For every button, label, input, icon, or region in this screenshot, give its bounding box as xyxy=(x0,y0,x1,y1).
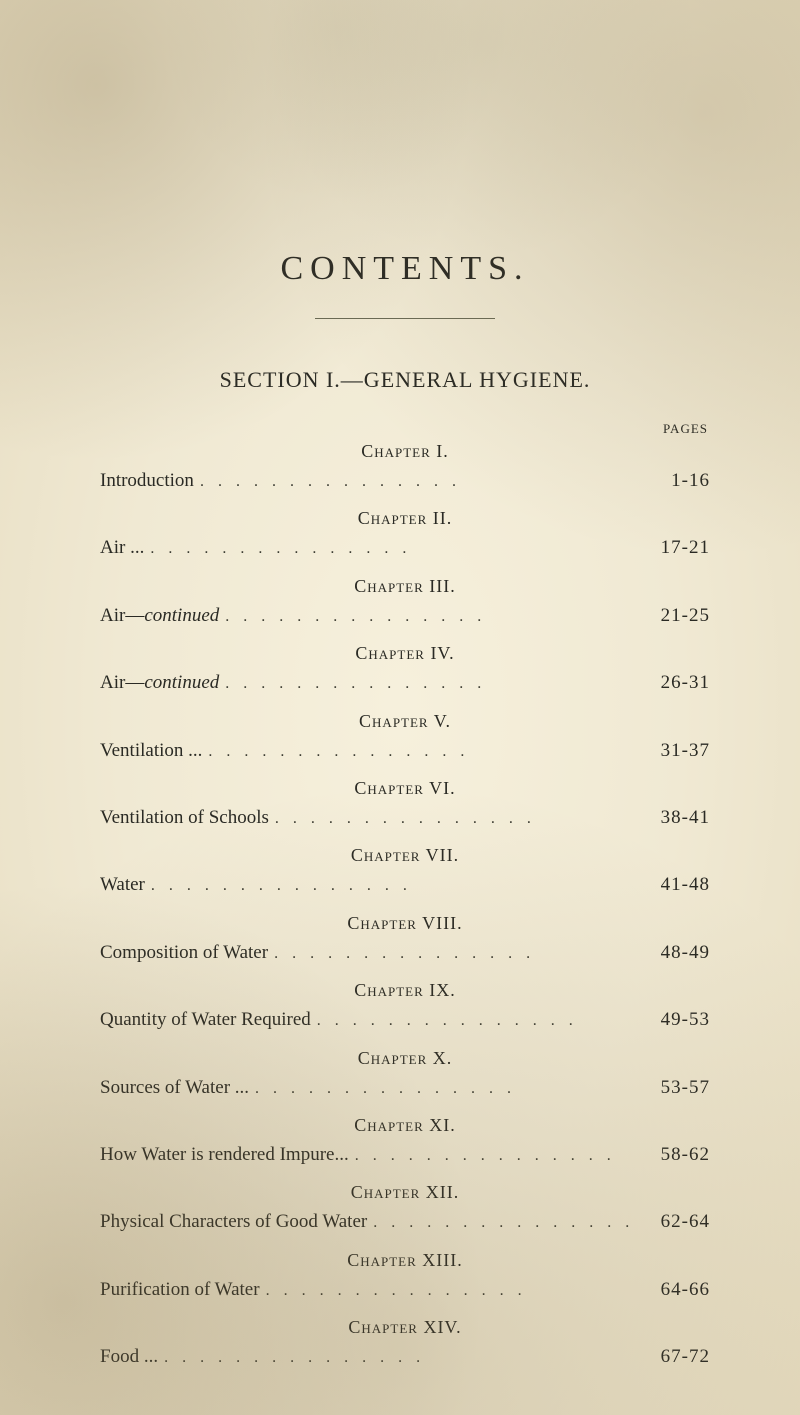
leader-dots: ............... xyxy=(311,1008,640,1034)
toc-entry: How Water is rendered Impure............… xyxy=(100,1140,710,1170)
entry-pages: 21-25 xyxy=(640,601,710,631)
page-title: CONTENTS. xyxy=(100,250,710,288)
entry-pages: 31-37 xyxy=(640,736,710,766)
leader-dots: ............... xyxy=(268,941,640,967)
leader-dots: ............... xyxy=(349,1143,640,1169)
toc-entry: Purification of Water...............64-6… xyxy=(100,1275,710,1305)
chapter-heading: Chapter X. xyxy=(100,1048,710,1069)
toc-entry: Ventilation ..................31-37 xyxy=(100,736,710,766)
toc-entry: Air—continued...............26-31 xyxy=(100,668,710,698)
toc-entry: Introduction...............1-16 xyxy=(100,466,710,496)
entry-pages: 41-48 xyxy=(640,870,710,900)
chapter-heading: Chapter XII. xyxy=(100,1182,710,1203)
leader-dots: ............... xyxy=(144,536,640,562)
page: CONTENTS. SECTION I.—GENERAL HYGIENE. PA… xyxy=(0,0,800,1415)
entry-topic: Ventilation ... xyxy=(100,736,202,766)
leader-dots: ............... xyxy=(260,1278,640,1304)
entry-pages: 58-62 xyxy=(640,1140,710,1170)
toc-entry: Food ..................67-72 xyxy=(100,1342,710,1372)
chapter-heading: Chapter VII. xyxy=(100,845,710,866)
toc-entry: Sources of Water ..................53-57 xyxy=(100,1073,710,1103)
leader-dots: ............... xyxy=(367,1210,640,1236)
entry-pages: 62-64 xyxy=(640,1207,710,1237)
entry-topic: Physical Characters of Good Water xyxy=(100,1207,367,1237)
leader-dots: ............... xyxy=(202,739,640,765)
toc-entry: Quantity of Water Required..............… xyxy=(100,1005,710,1035)
toc-entry: Physical Characters of Good Water.......… xyxy=(100,1207,710,1237)
entry-pages: 49-53 xyxy=(640,1005,710,1035)
chapter-heading: Chapter V. xyxy=(100,711,710,732)
entry-pages: 38-41 xyxy=(640,803,710,833)
chapter-heading: Chapter VIII. xyxy=(100,913,710,934)
entry-topic-em: continued xyxy=(144,672,219,693)
chapter-heading: Chapter XI. xyxy=(100,1115,710,1136)
chapter-heading: Chapter III. xyxy=(100,576,710,597)
leader-dots: ............... xyxy=(219,604,640,630)
entry-topic: Introduction xyxy=(100,466,194,496)
entry-topic: Sources of Water ... xyxy=(100,1073,249,1103)
toc-entry: Ventilation of Schools...............38-… xyxy=(100,803,710,833)
entry-topic: Air—continued xyxy=(100,601,219,631)
title-rule xyxy=(315,318,495,319)
chapter-heading: Chapter IV. xyxy=(100,643,710,664)
leader-dots: ............... xyxy=(269,806,640,832)
entry-pages: 48-49 xyxy=(640,938,710,968)
entry-pages: 17-21 xyxy=(640,533,710,563)
entry-pages: 67-72 xyxy=(640,1342,710,1372)
chapter-heading: Chapter I. xyxy=(100,441,710,462)
toc-entry: Air ..................17-21 xyxy=(100,533,710,563)
pages-column-label: PAGES xyxy=(100,421,710,437)
toc-entry: Water...............41-48 xyxy=(100,870,710,900)
chapter-heading: Chapter XIV. xyxy=(100,1317,710,1338)
leader-dots: ............... xyxy=(219,671,640,697)
toc-entry: Air—continued...............21-25 xyxy=(100,601,710,631)
entry-topic: Water xyxy=(100,870,145,900)
toc-entry: Composition of Water...............48-49 xyxy=(100,938,710,968)
entry-pages: 26-31 xyxy=(640,668,710,698)
leader-dots: ............... xyxy=(158,1345,640,1371)
entry-topic: Air ... xyxy=(100,533,144,563)
section-heading: SECTION I.—GENERAL HYGIENE. xyxy=(100,367,710,393)
leader-dots: ............... xyxy=(145,873,640,899)
entry-pages: 64-66 xyxy=(640,1275,710,1305)
chapter-heading: Chapter XIII. xyxy=(100,1250,710,1271)
leader-dots: ............... xyxy=(194,469,640,495)
entry-topic: Air—continued xyxy=(100,668,219,698)
entry-topic: How Water is rendered Impure... xyxy=(100,1140,349,1170)
entry-pages: 53-57 xyxy=(640,1073,710,1103)
chapter-heading: Chapter II. xyxy=(100,508,710,529)
table-of-contents: Chapter I.Introduction...............1-1… xyxy=(100,441,710,1372)
entry-topic: Composition of Water xyxy=(100,938,268,968)
entry-pages: 1-16 xyxy=(640,466,710,496)
entry-topic: Purification of Water xyxy=(100,1275,260,1305)
chapter-heading: Chapter VI. xyxy=(100,778,710,799)
entry-topic: Ventilation of Schools xyxy=(100,803,269,833)
entry-topic: Food ... xyxy=(100,1342,158,1372)
chapter-heading: Chapter IX. xyxy=(100,980,710,1001)
entry-topic-em: continued xyxy=(144,605,219,626)
leader-dots: ............... xyxy=(249,1076,640,1102)
entry-topic: Quantity of Water Required xyxy=(100,1005,311,1035)
